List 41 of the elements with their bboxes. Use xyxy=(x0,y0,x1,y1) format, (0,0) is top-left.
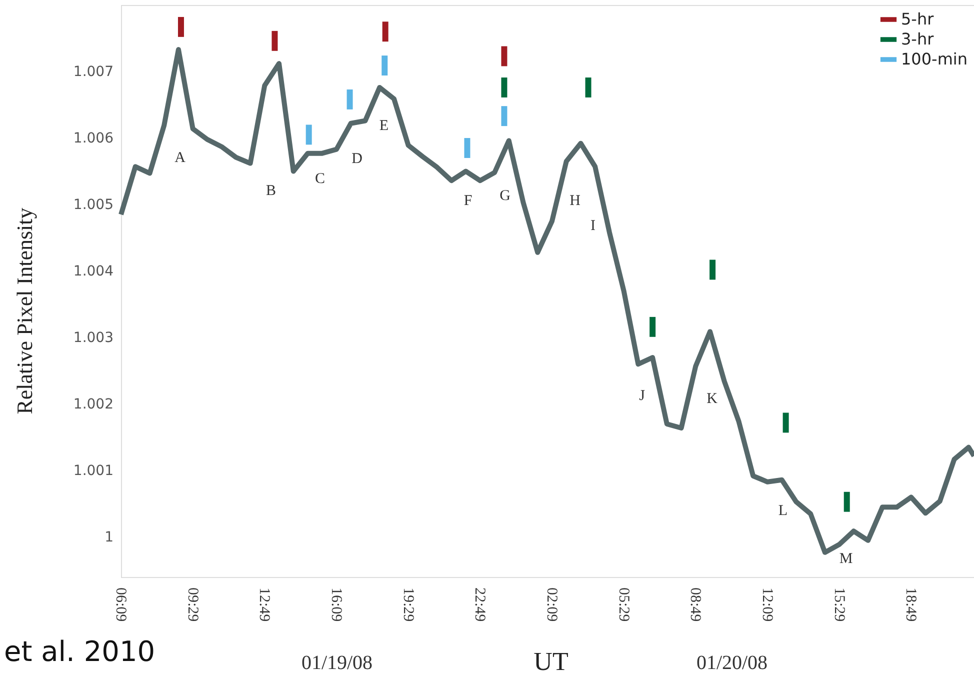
x-tick-label: 16:09 xyxy=(328,588,344,622)
x-tick-label: 09:29 xyxy=(184,588,200,622)
text: 01/20/08 xyxy=(696,652,768,674)
legend-label: 100-min xyxy=(901,50,968,68)
text: 01/19/08 xyxy=(301,652,373,674)
x-axis-title: UT xyxy=(534,647,568,676)
annotation: F xyxy=(464,193,472,209)
x-tick-label: 22:49 xyxy=(472,588,488,622)
x-tick-label: 15:29 xyxy=(830,588,847,622)
x-tick-label: 12:49 xyxy=(256,588,272,622)
legend-label: 3-hr xyxy=(901,30,934,48)
x-tick-label: 08:49 xyxy=(687,588,704,622)
y-tick-label: 1.005 xyxy=(73,197,114,214)
annotation: H xyxy=(570,193,581,209)
y-tick-label: 1.007 xyxy=(73,64,114,80)
y-tick-label: 1.002 xyxy=(73,396,114,413)
x-tick-label: 06:09 xyxy=(112,588,128,622)
x-tick-label: 02:09 xyxy=(543,588,560,622)
x-tick-label: 05:29 xyxy=(615,588,632,622)
y-tick-label: 1.001 xyxy=(73,463,114,480)
annotation: A xyxy=(174,150,186,166)
annotation: K xyxy=(706,391,718,407)
annotation: J xyxy=(639,388,646,404)
x-tick-label: 18:49 xyxy=(902,588,919,622)
annotation: E xyxy=(379,118,389,134)
text: et al. 2010 xyxy=(4,635,156,668)
annotation: B xyxy=(266,183,276,199)
y-tick-label: 1.006 xyxy=(73,130,114,147)
annotation: L xyxy=(778,503,788,519)
y-tick-label: 1.004 xyxy=(73,264,114,280)
annotation: I xyxy=(590,218,596,234)
y-tick-label: 1 xyxy=(104,530,114,546)
x-tick-label: 19:29 xyxy=(400,588,416,622)
annotation: C xyxy=(314,171,326,187)
y-tick-label: 1.003 xyxy=(73,330,114,346)
annotation: M xyxy=(839,551,853,567)
annotation: D xyxy=(352,151,363,167)
annotation: G xyxy=(500,188,511,204)
legend-label: 5-hr xyxy=(901,10,934,28)
y-axis-title: Relative Pixel Intensity xyxy=(12,208,37,414)
x-tick-label: 12:09 xyxy=(758,588,775,622)
